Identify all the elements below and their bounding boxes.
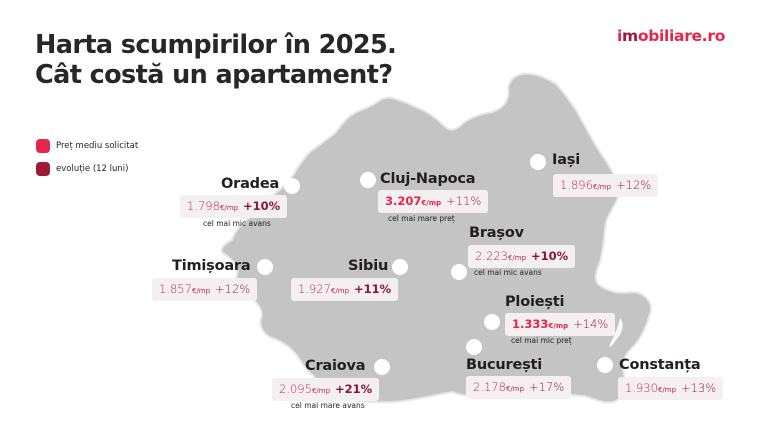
price-pill: 3.207€/mp +11% — [378, 190, 489, 213]
evolution-value: +17% — [529, 380, 565, 394]
city-name: Ploiești — [505, 294, 565, 310]
price-value: 2.223 — [475, 249, 508, 263]
city-dot-icon[interactable] — [597, 357, 613, 373]
city-name: Craiova — [305, 358, 366, 374]
price-unit: €/mp — [421, 199, 442, 207]
logo-text-suffix: obiliare.ro — [637, 27, 726, 45]
city-name: Sibiu — [348, 258, 389, 274]
imobiliare-logo[interactable]: imobiliare.ro — [617, 27, 725, 45]
price-pill: 1.798€/mp +10% — [180, 195, 288, 218]
price-value: 1.333 — [512, 317, 549, 331]
title-line-2: Cât costă un apartament? — [35, 60, 393, 90]
map-legend: Preț mediu solicitat evoluție (12 luni) — [36, 136, 138, 182]
city-note: cel mai mare preț — [388, 214, 455, 223]
city-name: Constanța — [619, 357, 701, 373]
city-name: Timișoara — [172, 258, 251, 274]
logo-house-mark: m — [622, 27, 638, 45]
city-dot-icon[interactable] — [466, 339, 482, 355]
title-line-1: Harta scumpirilor în 2025. — [35, 30, 397, 60]
evolution-value: +21% — [335, 382, 373, 396]
price-value: 2.095 — [279, 382, 312, 396]
city-name: Oradea — [221, 176, 280, 192]
price-pill: 1.927€/mp +11% — [291, 278, 399, 301]
price-value: 1.798 — [187, 199, 220, 213]
price-pill: 1.930€/mp +13% — [618, 377, 724, 400]
price-unit: €/mp — [219, 204, 239, 212]
city-dot-icon[interactable] — [451, 264, 467, 280]
price-unit: €/mp — [507, 254, 527, 262]
evolution-value: +12% — [616, 178, 652, 192]
evolution-value: +11% — [354, 282, 392, 296]
price-pill: 1.896€/mp +12% — [553, 174, 659, 197]
evolution-value: +11% — [446, 194, 482, 208]
evolution-value: +10% — [243, 199, 281, 213]
city-note: cel mai mic avans — [474, 268, 542, 277]
price-pill: 2.095€/mp +21% — [272, 378, 380, 401]
city-dot-icon[interactable] — [360, 172, 376, 188]
price-value: 1.930 — [625, 381, 658, 395]
price-value: 1.927 — [298, 282, 331, 296]
evolution-swatch-icon — [36, 162, 50, 176]
city-name: București — [466, 357, 543, 373]
evolution-value: +10% — [531, 249, 569, 263]
price-unit: €/mp — [592, 183, 612, 191]
city-dot-icon[interactable] — [374, 359, 390, 375]
price-pill: 2.223€/mp +10% — [468, 245, 576, 268]
city-dot-icon[interactable] — [484, 314, 500, 330]
price-swatch-icon — [36, 139, 50, 153]
price-unit: €/mp — [505, 385, 525, 393]
city-dot-icon[interactable] — [530, 154, 546, 170]
page-title: Harta scumpirilor în 2025. Cât costă un … — [35, 30, 397, 90]
evolution-value: +14% — [573, 317, 609, 331]
city-dot-icon[interactable] — [392, 259, 408, 275]
price-unit: €/mp — [548, 322, 569, 330]
logo-text-prefix: i — [617, 27, 623, 45]
city-dot-icon[interactable] — [284, 178, 300, 194]
price-unit: €/mp — [191, 287, 211, 295]
city-dot-icon[interactable] — [257, 259, 273, 275]
price-unit: €/mp — [330, 287, 350, 295]
city-name: Iași — [552, 152, 580, 168]
city-note: cel mai mare avans — [291, 401, 365, 410]
price-unit: €/mp — [311, 387, 331, 395]
price-value: 3.207 — [385, 194, 422, 208]
price-pill: 2.178€/mp +17% — [466, 376, 572, 399]
city-note: cel mai mic avans — [203, 219, 271, 228]
price-unit: €/mp — [657, 386, 677, 394]
city-name: Cluj-Napoca — [380, 171, 476, 187]
city-note: cel mai mic preț — [511, 336, 572, 345]
legend-item-price: Preț mediu solicitat — [36, 136, 138, 156]
price-value: 1.896 — [560, 178, 593, 192]
legend-label: Preț mediu solicitat — [56, 141, 139, 151]
evolution-value: +13% — [681, 381, 717, 395]
price-pill: 1.857€/mp +12% — [152, 278, 258, 301]
legend-item-evolution: evoluție (12 luni) — [36, 159, 138, 179]
price-value: 1.857 — [159, 282, 192, 296]
price-pill: 1.333€/mp +14% — [505, 313, 616, 336]
city-name: Brașov — [469, 225, 524, 241]
evolution-value: +12% — [215, 282, 251, 296]
price-value: 2.178 — [473, 380, 506, 394]
legend-label: evoluție (12 luni) — [56, 164, 129, 174]
